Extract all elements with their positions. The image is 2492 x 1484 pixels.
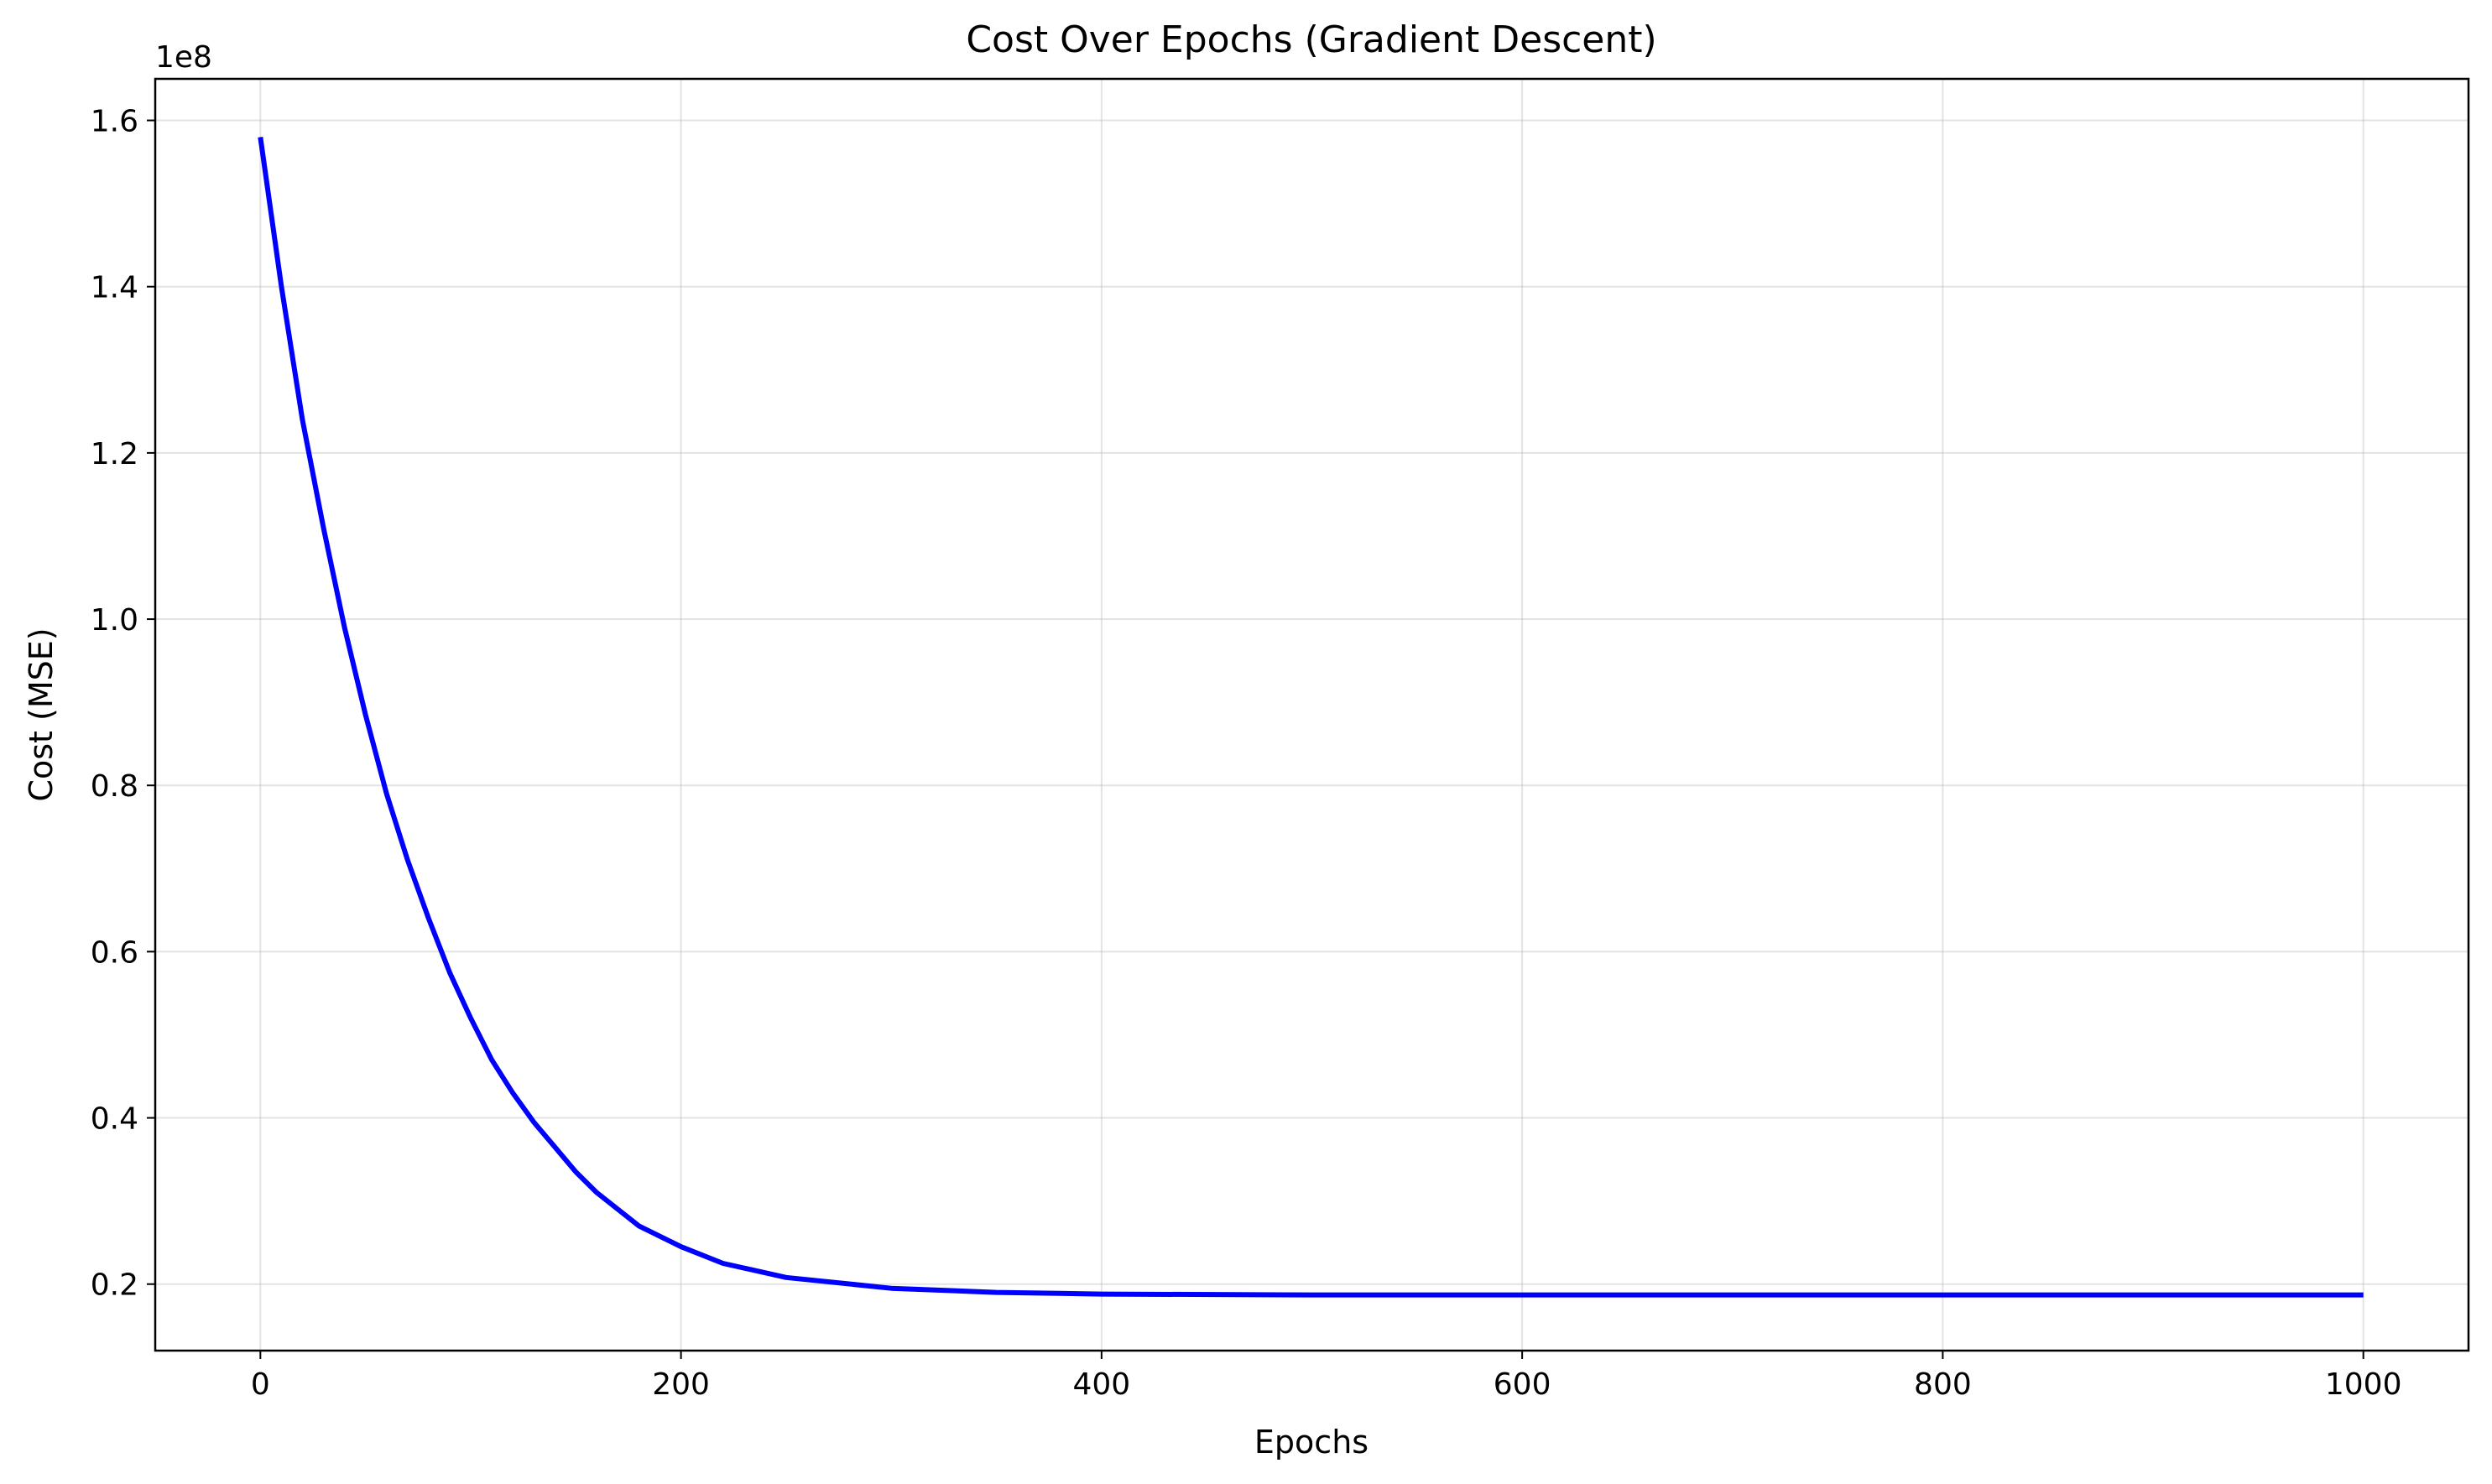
- x-tick-label: 0: [251, 1367, 270, 1402]
- x-tick-label: 800: [1914, 1367, 1972, 1402]
- plot-frame: [154, 77, 2470, 1352]
- y-offset-label: 1e8: [155, 40, 212, 75]
- ticks: 0 200 400 600 800 1000 0.2 0.4 0.6 0.8 1.0 1.2 1.4 1.…: [91, 105, 2402, 1402]
- grid: [155, 79, 2469, 1351]
- y-tick-label: 0.6: [91, 935, 138, 970]
- series-layer: [258, 136, 2364, 1298]
- chart-title: Cost Over Epochs (Gradient Descent): [966, 18, 1656, 61]
- y-tick-label: 1.2: [91, 437, 138, 471]
- y-tick-label: 1.6: [91, 105, 138, 139]
- y-tick-label: 0.2: [91, 1268, 138, 1303]
- y-tick-label: 1.4: [91, 271, 138, 305]
- y-tick-label: 0.8: [91, 769, 138, 804]
- y-tick-label: 1.0: [91, 603, 138, 638]
- x-tick-label: 400: [1073, 1367, 1131, 1402]
- x-tick-label: 600: [1494, 1367, 1551, 1402]
- series-line-0: [258, 136, 2364, 1298]
- y-tick-label: 0.4: [91, 1102, 138, 1137]
- y-axis-label: Cost (MSE): [23, 627, 60, 801]
- x-axis-label: Epochs: [1254, 1424, 1369, 1461]
- x-tick-label: 1000: [2325, 1367, 2402, 1402]
- x-tick-label: 200: [652, 1367, 710, 1402]
